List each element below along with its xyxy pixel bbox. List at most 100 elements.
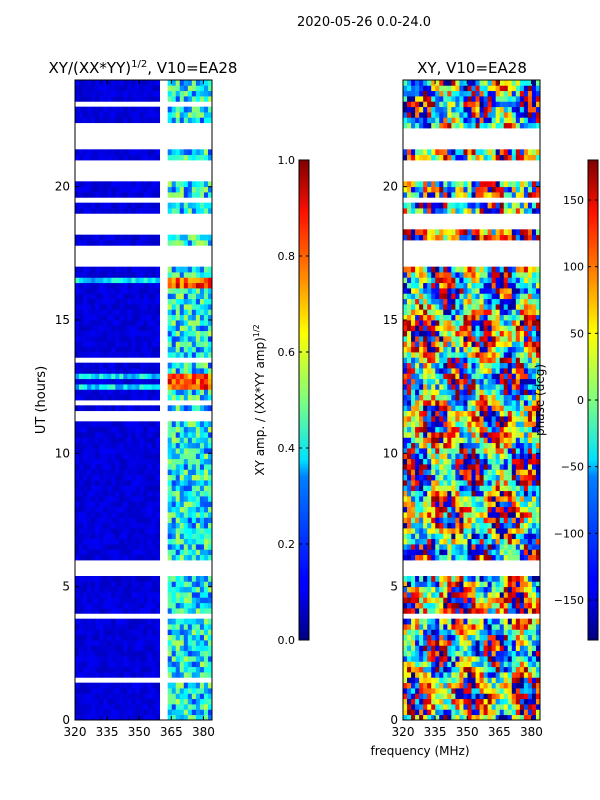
heatmap-cell [171,528,177,534]
heatmap-cell [115,549,120,556]
heatmap-cell [207,437,213,444]
heatmap-cell [531,608,537,614]
heatmap-cell [87,282,92,289]
heatmap-cell [155,336,161,342]
heatmap-cell [123,506,128,513]
heatmap-cell [187,586,193,593]
heatmap-cell [131,522,136,529]
heatmap-cell [463,624,468,630]
heatmap-cell [511,458,517,465]
heatmap-cell [203,624,209,630]
heatmap-cell [175,352,181,358]
heatmap-cell [151,704,156,710]
heatmap-cell [127,80,132,86]
heatmap-cell [171,80,177,86]
heatmap-cell [463,666,468,673]
heatmap-cell [195,490,201,497]
heatmap-cell [483,512,489,518]
heatmap-cell [455,474,460,481]
heatmap-cell [147,352,152,358]
heatmap-cell [475,426,480,433]
heatmap-cell [419,576,424,582]
heatmap-cell [115,485,120,492]
heatmap-cell [467,533,472,540]
heatmap-cell [79,325,84,332]
heatmap-cell [479,464,484,470]
heatmap-cell [139,442,144,449]
heatmap-cell [155,474,161,481]
heatmap-cell [151,448,156,454]
heatmap-cell [195,149,201,156]
heatmap-cell [199,304,205,310]
heatmap-cell [95,645,100,652]
heatmap-cell [147,314,152,321]
heatmap-cell [471,432,476,438]
heatmap-cell [155,602,161,609]
heatmap-cell [187,234,193,241]
heatmap-cell [151,90,156,97]
heatmap-cell [191,682,197,689]
heatmap-cell [75,672,80,678]
heatmap-cell [115,528,120,534]
heatmap-cell [79,154,84,161]
heatmap-cell [99,517,104,524]
heatmap-cell [111,624,116,630]
heatmap-cell [183,341,189,348]
heatmap-cell [139,554,144,561]
heatmap-cell [467,389,472,396]
heatmap-cell [175,293,181,300]
heatmap-cell [179,112,185,118]
heatmap-cell [119,688,124,694]
heatmap-cell [203,80,209,86]
heatmap-cell [87,330,92,337]
heatmap-cell [491,496,497,502]
heatmap-cell [167,240,173,246]
heatmap-cell [431,704,436,710]
heatmap-cell [527,576,533,582]
heatmap-cell [143,650,148,657]
heatmap-cell [119,714,124,721]
heatmap-cell [167,480,173,486]
heatmap-cell [119,336,124,342]
heatmap-cell [467,410,472,417]
heatmap-cell [115,586,120,593]
heatmap-cell [131,538,136,545]
heatmap-cell [427,512,432,518]
heatmap-cell [191,330,197,337]
heatmap-cell [135,645,140,652]
heatmap-cell [527,474,533,481]
heatmap-cell [167,368,173,374]
heatmap-cell [143,85,148,92]
heatmap-cell [195,437,201,444]
heatmap-cell [495,624,501,630]
heatmap-cell [151,186,156,193]
heatmap-cell [171,629,177,636]
heatmap-cell [195,288,201,294]
heatmap-cell [139,618,144,625]
heatmap-cell [167,309,173,316]
heatmap-cell [155,149,161,156]
heatmap-cell [203,437,209,444]
heatmap-cell [467,522,472,529]
heatmap-cell [463,592,468,598]
heatmap-cell [495,714,501,721]
heatmap-cell [471,512,476,518]
heatmap-cell [79,426,84,433]
heatmap-cell [191,464,197,470]
heatmap-cell [127,608,132,614]
heatmap-cell [487,704,493,710]
heatmap-cell [423,464,428,470]
heatmap-cell [207,448,213,454]
heatmap-cell [111,384,116,390]
heatmap-cell [199,368,205,374]
heatmap-cell [83,544,88,550]
heatmap-cell [79,496,84,502]
heatmap-cell [419,597,424,604]
heatmap-cell [411,432,416,438]
heatmap-cell [95,608,100,614]
heatmap-cell [171,208,177,214]
heatmap-cell [99,437,104,444]
heatmap-cell [507,490,513,497]
heatmap-cell [103,453,108,460]
heatmap-cell [523,576,529,582]
